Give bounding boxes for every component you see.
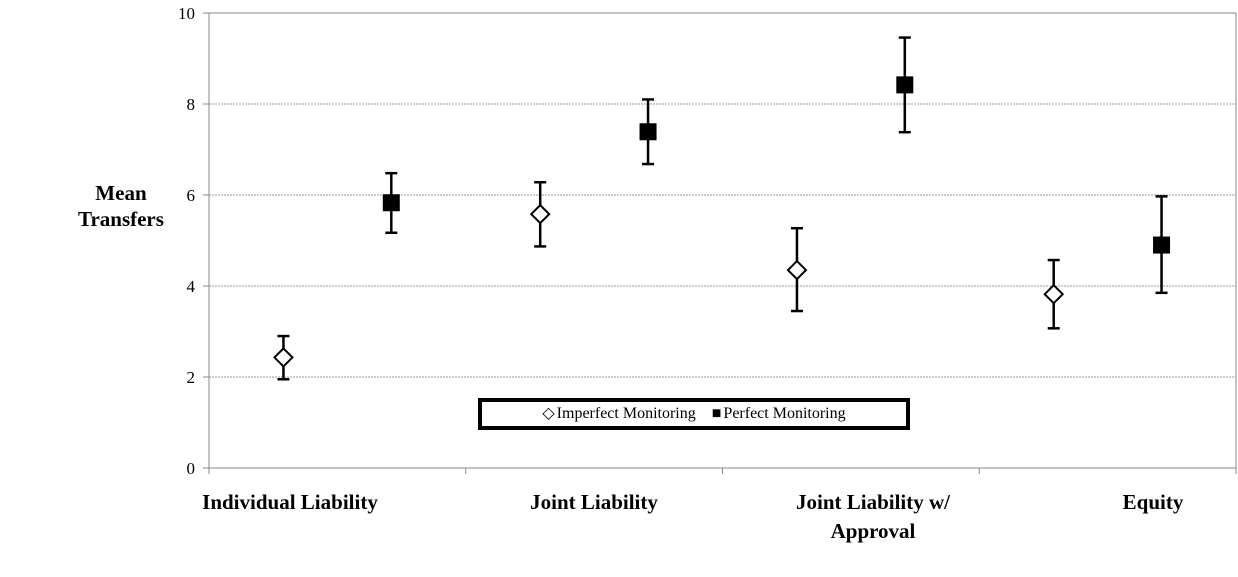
category-label-equity: Equity	[1122, 490, 1184, 514]
data-point-imperfect	[529, 203, 551, 225]
data-point-perfect	[382, 194, 400, 212]
filled-square-icon: ■	[711, 405, 722, 422]
y-tick-label: 8	[187, 95, 196, 114]
data-point-perfect	[1153, 236, 1171, 254]
y-tick-label: 0	[187, 459, 196, 478]
y-tick-label: 6	[187, 186, 196, 205]
data-point-perfect	[896, 76, 914, 94]
data-point-perfect	[639, 123, 657, 141]
data-point-imperfect	[1043, 283, 1065, 305]
y-axis-label: Mean Transfers	[78, 181, 164, 231]
data-point-imperfect	[273, 347, 294, 368]
legend: ◇ Imperfect Monitoring ■ Perfect Monitor…	[478, 398, 910, 430]
data-point-imperfect	[786, 259, 808, 281]
legend-item-perfect: ■ Perfect Monitoring	[712, 405, 846, 423]
category-label-individual-liability: Individual Liability	[202, 490, 378, 514]
y-tick-label: 10	[178, 4, 195, 23]
category-label-joint-liability: Joint Liability	[530, 490, 658, 514]
category-label-joint-liability-approval: Joint Liability w/ Approval	[795, 490, 951, 543]
legend-label-imperfect: Imperfect Monitoring	[556, 405, 696, 422]
y-tick-label: 2	[187, 368, 196, 387]
y-tick-label: 4	[187, 277, 196, 296]
legend-label-perfect: Perfect Monitoring	[723, 405, 846, 422]
legend-item-imperfect: ◇ Imperfect Monitoring	[542, 405, 695, 423]
open-diamond-icon: ◇	[542, 405, 555, 422]
